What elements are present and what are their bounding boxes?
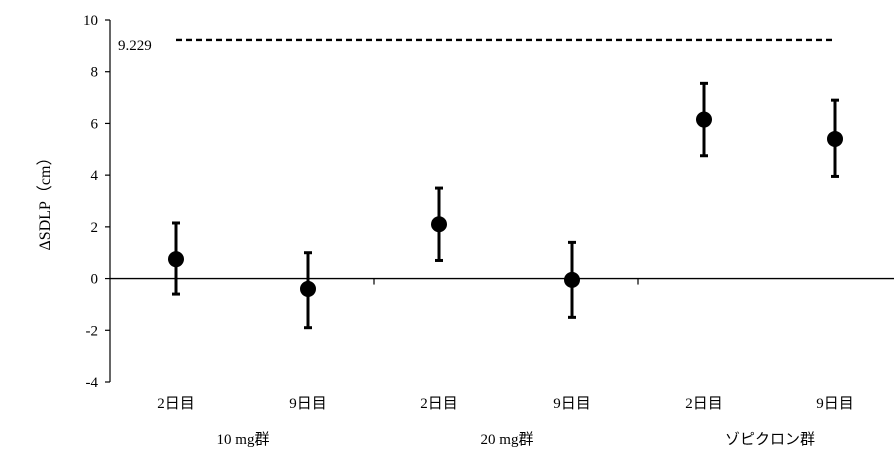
- y-tick-label: 8: [91, 65, 99, 81]
- category-label: 2日目: [157, 396, 195, 412]
- data-point: [168, 251, 184, 268]
- group-labels: 10 mg群 20 mg群 ゾピクロン群: [217, 431, 815, 448]
- y-tick-label: 10: [83, 13, 98, 29]
- reference-line-group: 9.229: [118, 38, 835, 54]
- y-tick-label: 2: [91, 220, 99, 236]
- group-label: 10 mg群: [217, 431, 270, 448]
- group-label: 20 mg群: [481, 431, 534, 448]
- y-tick-label: -2: [86, 323, 99, 339]
- data-point: [564, 271, 580, 288]
- group-label: ゾピクロン群: [725, 431, 815, 448]
- category-label: 9日目: [289, 396, 327, 412]
- y-axis-label: ΔSDLP（cm）: [36, 150, 54, 251]
- category-label: 9日目: [553, 396, 591, 412]
- data-point: [827, 130, 843, 147]
- axes: [109, 20, 894, 382]
- y-tick-label: 0: [91, 272, 99, 288]
- y-tick-label: 4: [91, 168, 99, 184]
- data-point: [696, 111, 712, 128]
- data-points: [168, 111, 843, 297]
- y-ticks: -4 -2 0 2 4 6 8 10: [83, 13, 110, 391]
- category-label: 2日目: [685, 396, 723, 412]
- y-tick-label: 6: [91, 116, 99, 132]
- data-point: [431, 216, 447, 233]
- data-point: [300, 280, 316, 297]
- category-label: 2日目: [420, 396, 458, 412]
- reference-line-label: 9.229: [118, 38, 152, 54]
- y-tick-label: -4: [86, 375, 99, 391]
- error-bars: [172, 81, 839, 330]
- category-labels: 2日目 9日目 2日目 9日目 2日目 9日目: [157, 396, 854, 412]
- category-label: 9日目: [816, 396, 854, 412]
